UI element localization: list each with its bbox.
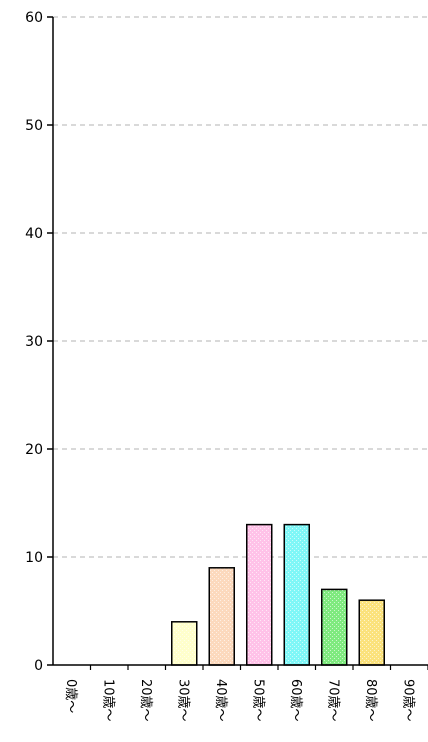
bar-3 [171, 621, 198, 666]
y-tick-label: 10 [25, 550, 43, 566]
x-category-label: 10歳～ [100, 679, 115, 722]
y-tick-label: 0 [34, 658, 43, 674]
y-ticks: 0 10 20 30 40 50 60 [25, 10, 53, 674]
x-category-label: 50歳～ [250, 679, 265, 722]
bar-7 [321, 588, 348, 666]
x-category-label: 40歳～ [213, 679, 228, 722]
y-tick-label: 50 [25, 118, 43, 134]
gridlines [53, 16, 428, 558]
x-category-label: 90歳～ [400, 679, 415, 722]
y-tick-label: 20 [25, 442, 43, 458]
y-tick-label: 30 [25, 334, 43, 350]
x-category-label: 60歳～ [288, 679, 303, 722]
bars [171, 523, 385, 666]
x-category-label: 70歳～ [325, 679, 340, 722]
x-category-label: 80歳～ [363, 679, 378, 722]
x-category-label: 0歳～ [63, 679, 78, 713]
x-category-label: 30歳～ [175, 679, 190, 722]
bar-4 [208, 567, 235, 666]
y-tick-label: 40 [25, 226, 43, 242]
bar-8 [358, 599, 385, 666]
y-tick-label: 60 [25, 10, 43, 26]
x-category-label: 20歳～ [138, 679, 153, 722]
bar-6 [283, 523, 310, 666]
bar-5 [246, 523, 273, 666]
x-ticks: 0歳～ 10歳～ 20歳～ 30歳～ 40歳～ 50歳～ 60歳～ 70歳～ 80歳～ 90歳～ [63, 665, 428, 722]
